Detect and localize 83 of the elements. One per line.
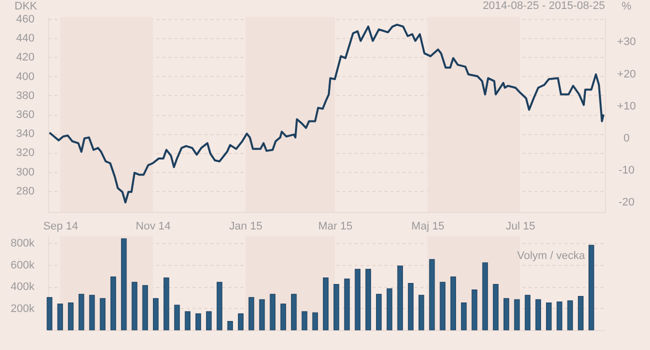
y-tick-label: 340 <box>16 128 34 140</box>
y2-tick-label: -10 <box>618 164 634 176</box>
bar <box>482 262 488 330</box>
bar <box>418 294 424 330</box>
bar <box>535 299 542 330</box>
bar <box>302 311 308 330</box>
bar <box>397 266 403 330</box>
bar <box>524 294 530 330</box>
x-tick-label: Maj 15 <box>411 220 444 232</box>
bar <box>429 259 435 330</box>
y-tick-label: 320 <box>16 147 34 160</box>
x-tick-label: Nov 14 <box>136 220 171 232</box>
bar <box>216 282 222 330</box>
y-tick-label: 200k <box>10 302 35 315</box>
bar <box>100 298 106 330</box>
y-tick-label: 460 <box>16 13 34 26</box>
y-tick-label: 400k <box>10 281 35 294</box>
bar <box>461 302 467 330</box>
bar <box>164 278 170 330</box>
bar <box>195 313 202 330</box>
bar <box>121 238 127 330</box>
y-tick-label: 280 <box>16 185 34 198</box>
y2-tick-label: +30 <box>617 36 636 48</box>
bar <box>152 298 159 330</box>
bar <box>472 289 478 330</box>
y-axis-title: DKK <box>14 0 38 12</box>
bar <box>440 282 446 330</box>
bar <box>248 297 254 330</box>
x-tick-label: Mar 15 <box>318 220 352 232</box>
bar <box>78 294 84 330</box>
y-tick-label: 600k <box>10 259 35 272</box>
bar <box>514 299 520 330</box>
bar <box>89 294 95 330</box>
bar <box>334 284 340 330</box>
bar <box>376 294 382 330</box>
bar <box>206 311 212 330</box>
bar <box>408 282 414 330</box>
bar <box>238 313 244 330</box>
y2-tick-label: 0 <box>623 132 630 144</box>
y-tick-label: 400 <box>16 70 34 83</box>
bar <box>504 298 510 330</box>
bar <box>450 276 456 330</box>
y-tick-label: 360 <box>16 109 34 121</box>
bar <box>46 297 52 330</box>
bar <box>354 268 360 330</box>
x-tick-label: Jan 15 <box>229 220 262 232</box>
bar <box>68 302 74 330</box>
bar <box>556 301 562 330</box>
chart-title: 2014-08-25 - 2015-08-25 <box>482 0 605 12</box>
y-tick-label: 420 <box>16 52 34 64</box>
y2-tick-label: -20 <box>618 196 634 209</box>
bar <box>259 299 265 330</box>
bar <box>578 296 584 330</box>
bar <box>270 294 276 330</box>
y-tick-label: 300 <box>16 166 34 178</box>
x-tick-label: Sep 14 <box>43 220 78 232</box>
bar <box>386 288 392 330</box>
bar <box>57 304 63 330</box>
y-tick-label: 380 <box>16 90 34 102</box>
bar <box>227 321 233 330</box>
bar <box>365 268 372 330</box>
bar <box>184 311 190 330</box>
bar <box>546 302 552 330</box>
bar <box>312 312 318 330</box>
y-tick-label: 800k <box>10 238 35 250</box>
annotation: Volym / vecka <box>517 250 586 262</box>
bar <box>291 294 297 330</box>
bar <box>132 282 138 330</box>
y-tick-label: 440 <box>16 32 34 45</box>
bar <box>280 304 286 330</box>
bar <box>110 276 116 330</box>
bar <box>322 278 329 330</box>
line-series <box>48 24 604 204</box>
bar <box>174 304 180 330</box>
y2-tick-label: +20 <box>617 68 636 80</box>
bar <box>344 278 350 330</box>
bar <box>142 285 148 330</box>
x-tick-label: Jul 15 <box>506 220 536 232</box>
bar <box>567 300 573 330</box>
bar <box>588 244 594 330</box>
y2-tick-label: +10 <box>617 100 636 112</box>
bar <box>492 284 499 330</box>
y2-axis-title: % <box>622 0 632 12</box>
